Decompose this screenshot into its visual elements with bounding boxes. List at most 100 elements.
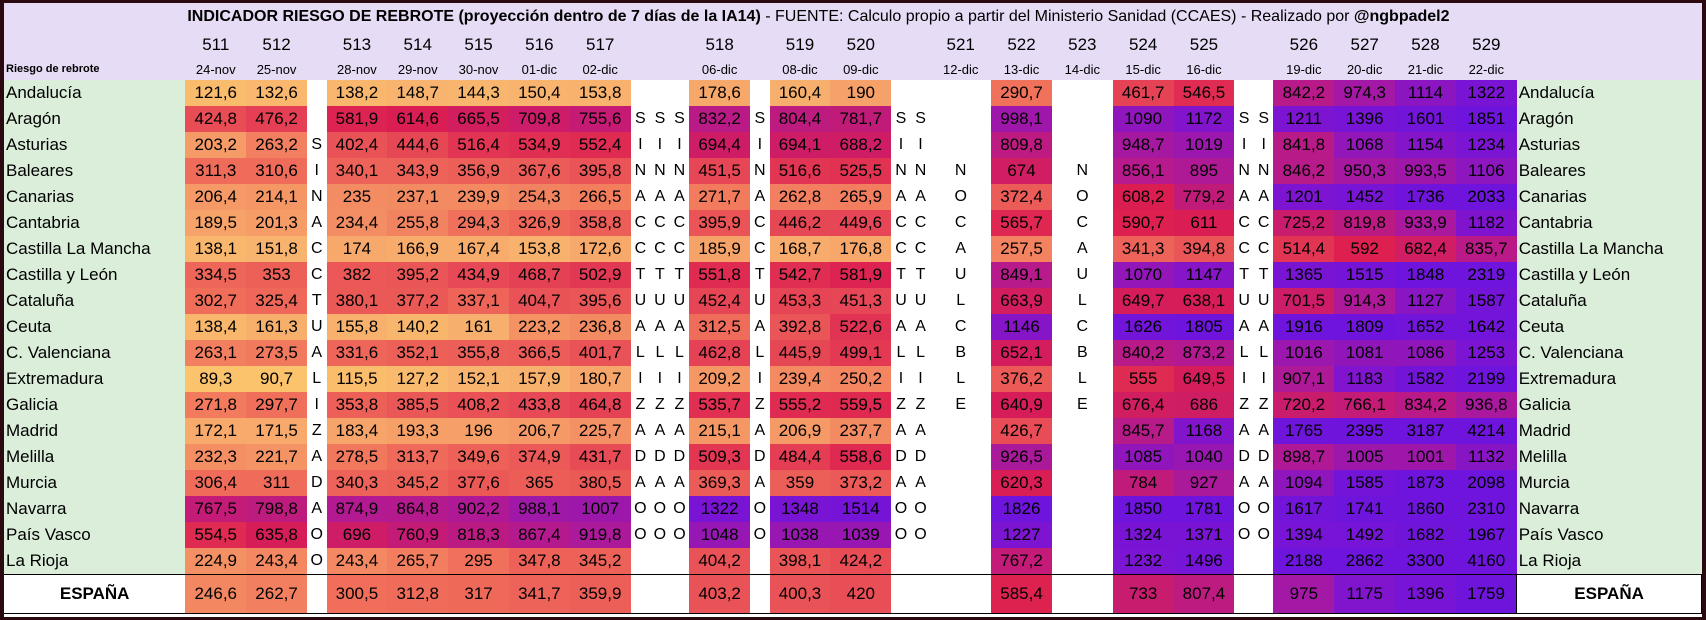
value-cell: 404,2 — [689, 548, 751, 575]
value-cell: 694,4 — [689, 132, 751, 158]
status-letter: I — [910, 366, 931, 392]
column-number — [669, 31, 690, 58]
value-cell: 115,5 — [326, 366, 388, 392]
value-cell: 1322 — [689, 496, 751, 522]
region-row: Murcia 306,4 311 D 340,3 345,2 377,6 365 380,5 A A… — [4, 470, 1702, 496]
status-letter: U — [630, 288, 651, 314]
status-letter: C — [630, 236, 651, 262]
value-cell: 395,9 — [689, 210, 751, 236]
status-letter: D — [306, 470, 327, 496]
status-letter: A — [306, 496, 327, 522]
status-letter: C — [891, 210, 911, 236]
value-cell: 514,4 — [1273, 236, 1335, 262]
value-cell: 676,4 — [1112, 392, 1174, 418]
status-letter: U — [891, 288, 911, 314]
value-cell: 325,4 — [246, 288, 307, 314]
value-cell: 380,5 — [569, 470, 631, 496]
value-cell: 640,9 — [991, 392, 1052, 418]
status-letter: A — [650, 184, 670, 210]
value-cell: 1068 — [1334, 132, 1396, 158]
value-cell: 592 — [1334, 236, 1396, 262]
value-cell: 345,2 — [387, 470, 449, 496]
status-letter: D — [1253, 444, 1274, 470]
status-letter: C — [1051, 314, 1113, 340]
status-letter: A — [669, 184, 690, 210]
region-name: C. Valenciana — [4, 340, 186, 366]
title-main: INDICADOR RIESGO DE REBROTE (proyección … — [187, 8, 761, 25]
value-cell: 1617 — [1273, 496, 1335, 522]
region-name-right: Extremadura — [1516, 366, 1702, 392]
value-cell: 359 — [769, 470, 831, 496]
value-cell: 1682 — [1395, 522, 1456, 548]
status-letter — [1051, 444, 1113, 470]
status-letter: Z — [750, 392, 770, 418]
column-date — [630, 58, 651, 80]
status-letter: I — [1234, 132, 1254, 158]
status-letter: I — [306, 392, 327, 418]
status-letter — [891, 574, 911, 614]
value-cell: 237,1 — [387, 184, 449, 210]
value-cell: 2199 — [1455, 366, 1517, 392]
region-name-right: Castilla La Mancha — [1516, 236, 1702, 262]
status-letter — [1253, 574, 1274, 614]
value-cell: 214,1 — [246, 184, 307, 210]
status-letter: A — [1234, 314, 1254, 340]
column-date: 19-dic — [1273, 58, 1335, 80]
value-cell: 445,9 — [769, 340, 831, 366]
status-letter: N — [1253, 158, 1274, 184]
region-name: Aragón — [4, 106, 186, 132]
value-cell: 376,2 — [991, 366, 1052, 392]
column-number — [630, 31, 651, 58]
value-cell: 138,1 — [185, 236, 247, 262]
value-cell: 1736 — [1395, 184, 1456, 210]
status-letter — [1253, 548, 1274, 575]
status-letter — [1051, 496, 1113, 522]
status-letter: S — [1253, 106, 1274, 132]
column-date: 09-dic — [830, 58, 892, 80]
status-letter: L — [306, 366, 327, 392]
status-letter: A — [1234, 184, 1254, 210]
region-row: Castilla La Mancha 138,1 151,8 C 174 166,9 167… — [4, 236, 1702, 262]
value-cell: 449,6 — [830, 210, 892, 236]
value-cell: 263,2 — [246, 132, 307, 158]
status-letter: S — [630, 106, 651, 132]
value-cell: 1759 — [1455, 574, 1517, 614]
value-cell: 243,4 — [326, 548, 388, 575]
value-cell: 140,2 — [387, 314, 449, 340]
status-letter: N — [750, 158, 770, 184]
status-letter: L — [669, 340, 690, 366]
value-cell: 271,8 — [185, 392, 247, 418]
status-letter: A — [669, 314, 690, 340]
status-letter: C — [306, 236, 327, 262]
value-cell: 446,2 — [769, 210, 831, 236]
value-cell: 157,9 — [508, 366, 570, 392]
value-cell: 1585 — [1334, 470, 1396, 496]
status-letter — [1051, 470, 1113, 496]
value-cell: 1492 — [1334, 522, 1396, 548]
value-cell: 755,6 — [569, 106, 631, 132]
value-cell: 403,2 — [689, 574, 751, 614]
value-cell: 341,7 — [508, 574, 570, 614]
status-letter: A — [306, 444, 327, 470]
column-date-row: Riesgo de rebrote 24-nov 25-nov 28-nov 29-no… — [4, 58, 1702, 80]
status-letter: S — [910, 106, 931, 132]
status-letter: L — [750, 340, 770, 366]
region-row: País Vasco 554,5 635,8 O 696 760,9 818,3 867,4 9… — [4, 522, 1702, 548]
value-cell: 235 — [326, 184, 388, 210]
region-name-right: Aragón — [1516, 106, 1702, 132]
value-cell: 585,4 — [991, 574, 1052, 614]
value-cell: 89,3 — [185, 366, 247, 392]
status-letter — [650, 80, 670, 106]
value-cell: 590,7 — [1112, 210, 1174, 236]
value-cell: 90,7 — [246, 366, 307, 392]
status-letter: L — [1234, 340, 1254, 366]
value-cell: 525,5 — [830, 158, 892, 184]
value-cell: 372,4 — [991, 184, 1052, 210]
status-letter — [750, 548, 770, 575]
value-cell: 1147 — [1173, 262, 1235, 288]
value-cell: 652,1 — [991, 340, 1052, 366]
status-letter: N — [1234, 158, 1254, 184]
value-cell: 988,1 — [508, 496, 570, 522]
value-cell: 608,2 — [1112, 184, 1174, 210]
region-name: Baleares — [4, 158, 186, 184]
